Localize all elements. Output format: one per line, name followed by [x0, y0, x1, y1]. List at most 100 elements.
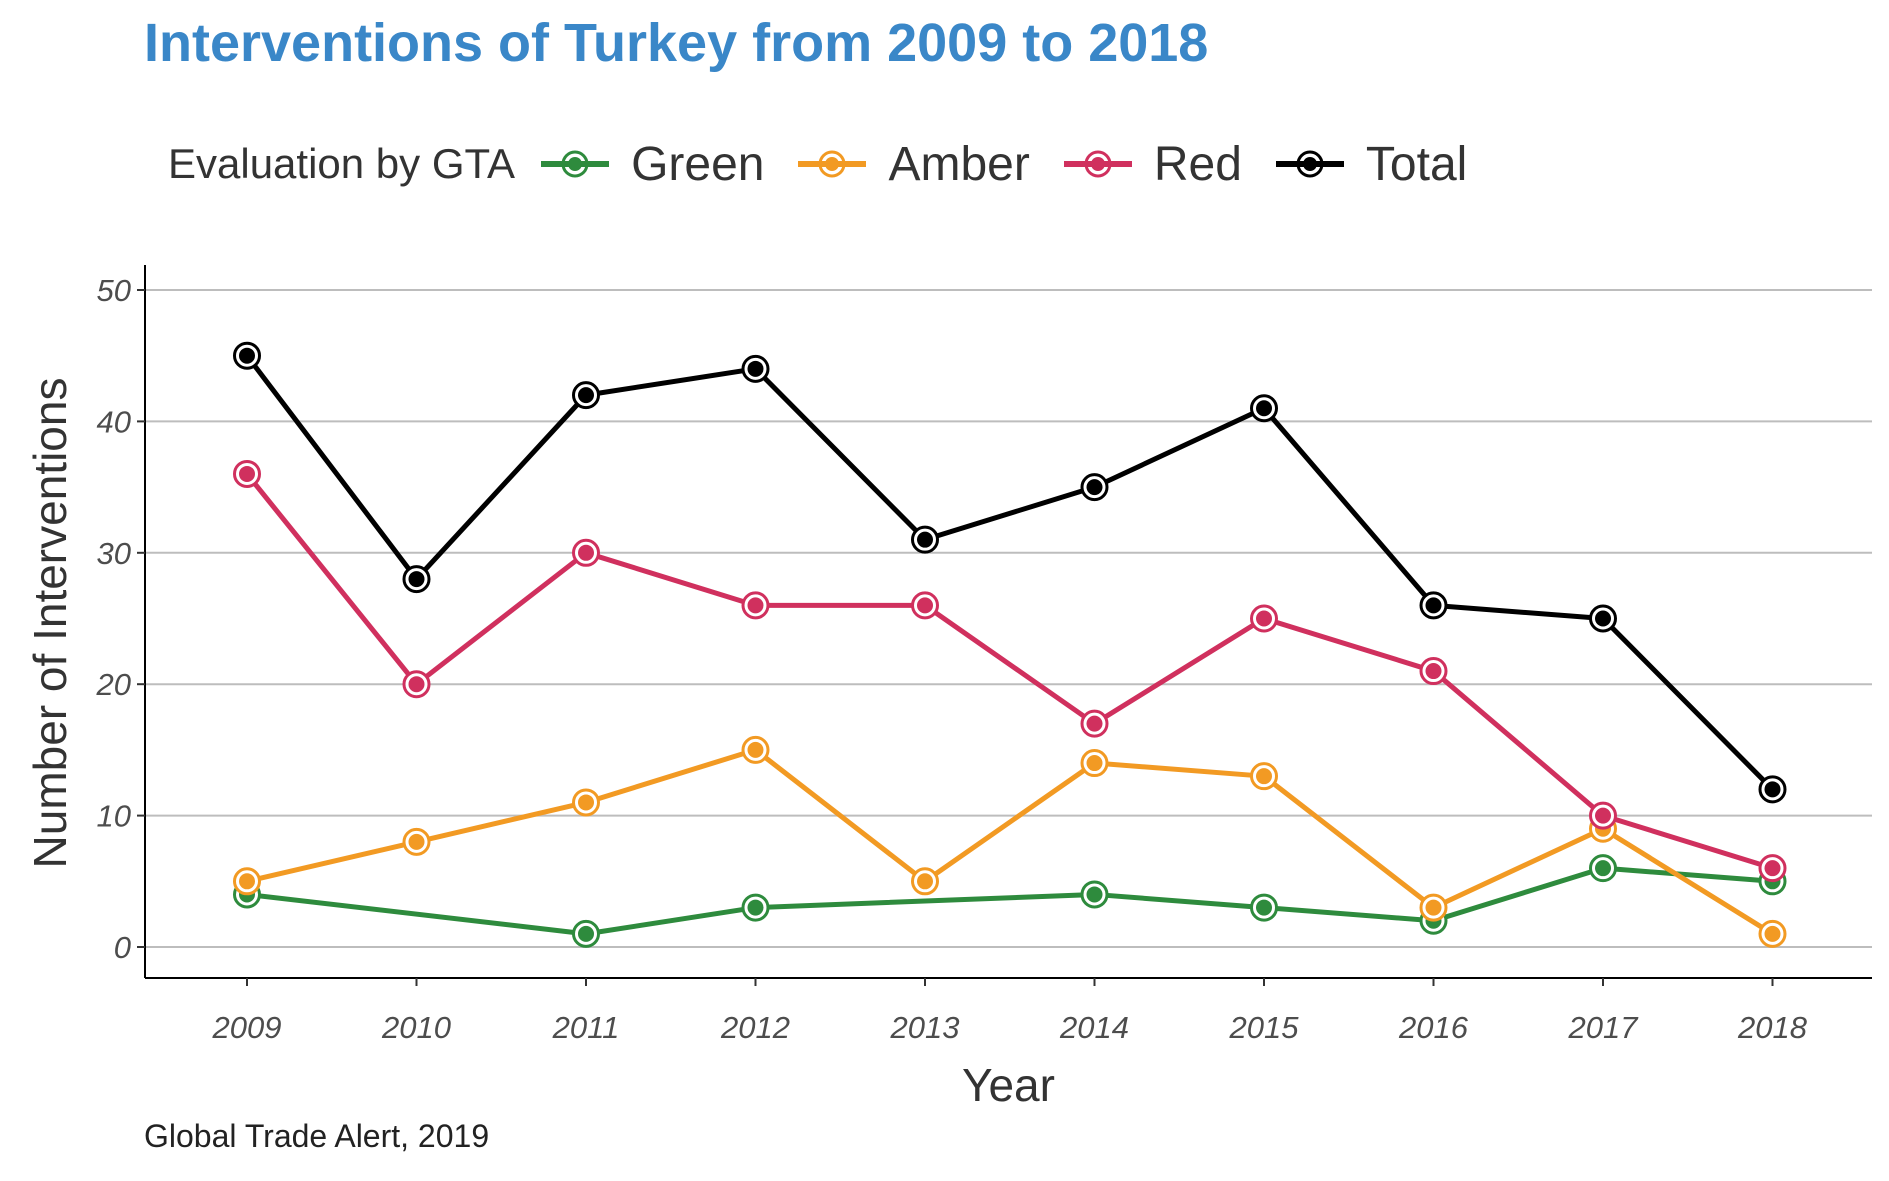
data-point-total	[1758, 775, 1787, 804]
data-point-amber	[741, 735, 770, 764]
data-point-green	[1250, 893, 1278, 922]
data-point-dot	[747, 597, 764, 614]
legend-key-total-icon	[1275, 150, 1344, 178]
legend: Evaluation by GTA Green Amber Red Total	[168, 134, 1497, 194]
legend-label-green: Green	[631, 137, 765, 191]
data-point-red	[233, 459, 261, 488]
data-point-red	[1758, 854, 1787, 883]
data-point-total	[572, 381, 600, 410]
data-point-total	[402, 565, 431, 594]
legend-label-total: Total	[1365, 137, 1468, 191]
series-line-red	[244, 471, 1775, 871]
data-point-dot	[1595, 860, 1611, 877]
data-point-dot	[1595, 610, 1611, 627]
data-point-red	[572, 538, 600, 567]
data-point-dot	[1764, 925, 1781, 942]
x-tick-label: 2014	[1059, 1010, 1129, 1045]
x-tick-label: 2018	[1737, 1010, 1808, 1045]
legend-item-amber: Amber	[794, 137, 1030, 192]
data-point-dot	[1764, 781, 1781, 798]
data-point-total	[233, 341, 261, 370]
data-point-green	[1080, 880, 1109, 909]
series-total	[233, 341, 1787, 804]
legend-key-red-icon	[1063, 150, 1132, 178]
data-point-red	[402, 670, 431, 699]
data-point-dot	[1425, 663, 1442, 680]
data-point-dot	[1086, 755, 1103, 772]
legend-label-amber: Amber	[888, 137, 1030, 191]
data-point-amber	[1250, 762, 1278, 791]
y-tick-label: 30	[97, 536, 131, 571]
data-point-dot	[1256, 899, 1272, 916]
data-point-total	[741, 354, 770, 383]
x-tick-label: 2011	[552, 1010, 620, 1045]
y-axis-title: Number of Interventions	[24, 378, 76, 869]
series-line-green	[244, 865, 1775, 937]
legend-item-green: Green	[537, 137, 764, 192]
data-point-dot	[1595, 807, 1611, 824]
x-tick-label: 2013	[890, 1010, 960, 1045]
data-point-red	[911, 591, 939, 620]
data-point-dot	[1764, 860, 1781, 877]
x-tick-label: 2012	[720, 1010, 790, 1045]
x-tick-label: 2017	[1568, 1010, 1640, 1045]
series-red	[233, 459, 1787, 883]
data-point-green	[1589, 854, 1617, 883]
y-tick-label: 10	[97, 799, 131, 834]
data-point-dot	[917, 873, 933, 890]
data-point-green	[572, 919, 600, 948]
data-point-green	[741, 893, 770, 922]
data-point-dot	[408, 571, 425, 588]
data-point-total	[1589, 604, 1617, 633]
chart-title: Interventions of Turkey from 2009 to 201…	[144, 13, 1209, 73]
legend-item-red: Red	[1060, 137, 1242, 192]
data-point-total	[1080, 473, 1109, 502]
data-point-red	[1589, 801, 1617, 830]
data-point-dot	[239, 873, 255, 890]
x-axis-title: Year	[962, 1059, 1055, 1111]
data-point-dot	[1086, 715, 1103, 732]
data-point-red	[1250, 604, 1278, 633]
y-tick-label: 0	[114, 930, 131, 965]
data-point-dot	[747, 741, 764, 758]
data-point-dot	[917, 531, 933, 548]
legend-key-amber-icon	[798, 150, 867, 178]
data-point-amber	[1419, 893, 1448, 922]
data-point-amber	[1758, 919, 1787, 948]
legend-item-total: Total	[1272, 137, 1467, 192]
data-point-dot	[1256, 400, 1272, 417]
series-line-amber	[244, 747, 1775, 937]
data-point-amber	[233, 867, 261, 896]
data-point-dot	[917, 597, 933, 614]
data-point-dot	[1256, 768, 1272, 785]
chart-caption: Global Trade Alert, 2019	[144, 1118, 490, 1154]
legend-label-red: Red	[1153, 137, 1242, 191]
x-tick-label: 2016	[1398, 1010, 1469, 1045]
y-tick-label: 40	[97, 404, 131, 439]
data-point-dot	[578, 925, 594, 942]
data-point-dot	[747, 899, 764, 916]
data-point-red	[1080, 709, 1109, 738]
data-point-dot	[239, 465, 255, 482]
data-point-red	[1419, 657, 1448, 686]
data-point-dot	[578, 794, 594, 811]
data-point-dot	[1086, 886, 1103, 903]
data-point-red	[741, 591, 770, 620]
y-tick-label: 50	[97, 273, 131, 308]
x-tick-label: 2009	[212, 1010, 282, 1045]
x-tick-label: 2010	[381, 1010, 451, 1045]
data-point-dot	[1425, 597, 1442, 614]
data-point-amber	[911, 867, 939, 896]
y-tick-label: 20	[96, 667, 131, 702]
data-point-dot	[578, 544, 594, 561]
series-green	[233, 854, 1787, 948]
series-amber	[233, 735, 1787, 948]
data-point-dot	[578, 387, 594, 404]
data-point-dot	[1086, 479, 1103, 496]
data-point-dot	[239, 347, 255, 364]
data-point-total	[911, 525, 939, 554]
data-point-dot	[1425, 899, 1442, 916]
data-point-dot	[1256, 610, 1272, 627]
legend-key-green-icon	[541, 150, 610, 178]
